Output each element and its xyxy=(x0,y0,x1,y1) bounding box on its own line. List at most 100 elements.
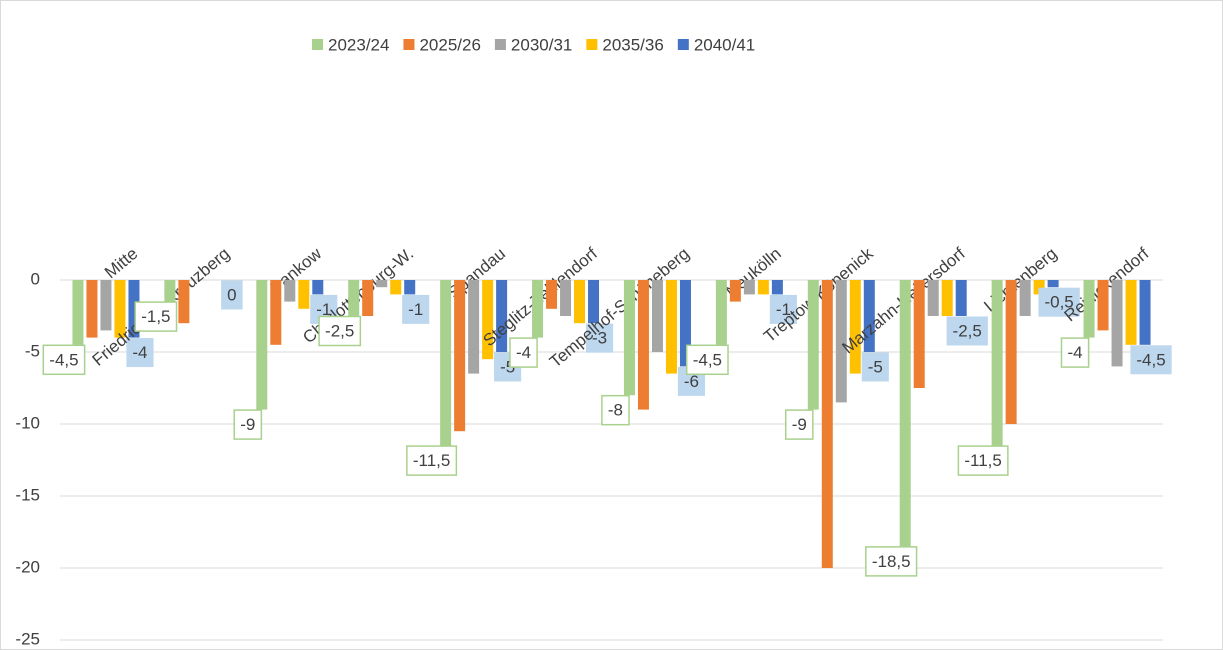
bar xyxy=(679,280,691,367)
bar xyxy=(941,280,953,316)
data-label: 0 xyxy=(227,285,236,304)
bar xyxy=(404,280,416,295)
bar xyxy=(86,280,98,338)
bar xyxy=(312,280,324,295)
bar xyxy=(284,280,296,302)
bar xyxy=(821,280,833,568)
bar xyxy=(100,280,112,331)
data-label: -9 xyxy=(240,415,255,434)
bar xyxy=(298,280,310,309)
bar xyxy=(532,280,544,338)
bar xyxy=(913,280,925,388)
bar xyxy=(574,280,586,324)
y-tick-label: -5 xyxy=(25,341,40,360)
bar xyxy=(390,280,402,295)
data-label: -4,5 xyxy=(1136,350,1165,369)
bar xyxy=(665,280,677,374)
data-label-box xyxy=(865,546,918,577)
bar xyxy=(270,280,282,345)
bar xyxy=(757,280,769,295)
data-label: -4 xyxy=(1067,343,1082,362)
legend-label: 2025/26 xyxy=(419,35,480,54)
data-label: -9 xyxy=(792,415,807,434)
data-label: -2,5 xyxy=(953,321,982,340)
bar xyxy=(1097,280,1109,331)
bar xyxy=(178,280,190,324)
bar xyxy=(1083,280,1095,338)
bar xyxy=(651,280,663,352)
y-tick-label: 0 xyxy=(31,269,40,288)
bar xyxy=(468,280,480,374)
bar xyxy=(637,280,649,410)
data-label: -6 xyxy=(684,372,699,391)
bar xyxy=(1047,280,1059,288)
data-label-box xyxy=(685,344,729,376)
bar xyxy=(454,280,466,432)
data-label: -1,5 xyxy=(141,307,170,326)
bar xyxy=(1019,280,1031,316)
legend-label: 2023/24 xyxy=(328,35,389,54)
data-label-box xyxy=(957,445,1009,476)
bar xyxy=(376,280,388,288)
bar xyxy=(1033,280,1045,295)
data-label: -4 xyxy=(516,343,531,362)
data-label: -4,5 xyxy=(693,350,722,369)
bar xyxy=(1005,280,1017,424)
legend-swatch xyxy=(494,39,506,50)
bar xyxy=(743,280,755,295)
data-label: -11,5 xyxy=(413,451,451,470)
bar xyxy=(256,280,268,410)
data-label-box xyxy=(509,337,538,368)
data-label: -2,5 xyxy=(325,321,354,340)
y-tick-label: -20 xyxy=(15,557,40,576)
data-label: -1 xyxy=(316,300,331,319)
data-label: -5 xyxy=(868,357,883,376)
bar xyxy=(955,280,967,316)
bar xyxy=(440,280,452,446)
bar xyxy=(362,280,374,316)
bar xyxy=(482,280,494,360)
data-label: -11,5 xyxy=(964,451,1002,470)
legend-label: 2040/41 xyxy=(694,35,755,54)
data-label-box xyxy=(946,316,988,346)
bar xyxy=(496,280,508,352)
legend-swatch xyxy=(677,39,689,50)
bar xyxy=(546,280,558,309)
data-label: -1 xyxy=(408,300,423,319)
data-label-box xyxy=(134,301,178,332)
bar xyxy=(807,280,819,410)
y-tick-label: -15 xyxy=(15,485,40,504)
data-label-box xyxy=(318,315,362,347)
data-label-box xyxy=(402,294,430,324)
data-label-box xyxy=(585,323,614,353)
data-label-box xyxy=(861,352,889,382)
bar xyxy=(771,280,783,295)
bar xyxy=(560,280,572,316)
data-label: -4,5 xyxy=(49,350,78,369)
bar xyxy=(623,280,635,396)
bar xyxy=(1139,280,1151,345)
data-label-box xyxy=(1060,337,1090,368)
data-label-box xyxy=(784,409,814,440)
bar xyxy=(991,280,1003,446)
data-label-box xyxy=(769,294,797,324)
data-label-box xyxy=(233,409,263,440)
bar xyxy=(72,280,84,345)
data-label: -1 xyxy=(776,300,791,319)
legend-swatch xyxy=(312,39,323,50)
data-label: -8 xyxy=(608,401,623,420)
bar xyxy=(164,280,176,302)
data-label: -4 xyxy=(132,343,147,362)
data-label-box xyxy=(221,280,243,310)
bar xyxy=(927,280,939,316)
data-label-box xyxy=(1130,345,1172,375)
y-tick-label: -25 xyxy=(15,629,40,648)
data-label: -3 xyxy=(592,329,607,348)
data-label-box xyxy=(126,338,154,368)
data-label-box xyxy=(601,394,630,426)
bar xyxy=(729,280,741,302)
legend-label: 2035/36 xyxy=(602,35,663,54)
data-label-box xyxy=(1038,287,1080,317)
bar xyxy=(715,280,727,345)
